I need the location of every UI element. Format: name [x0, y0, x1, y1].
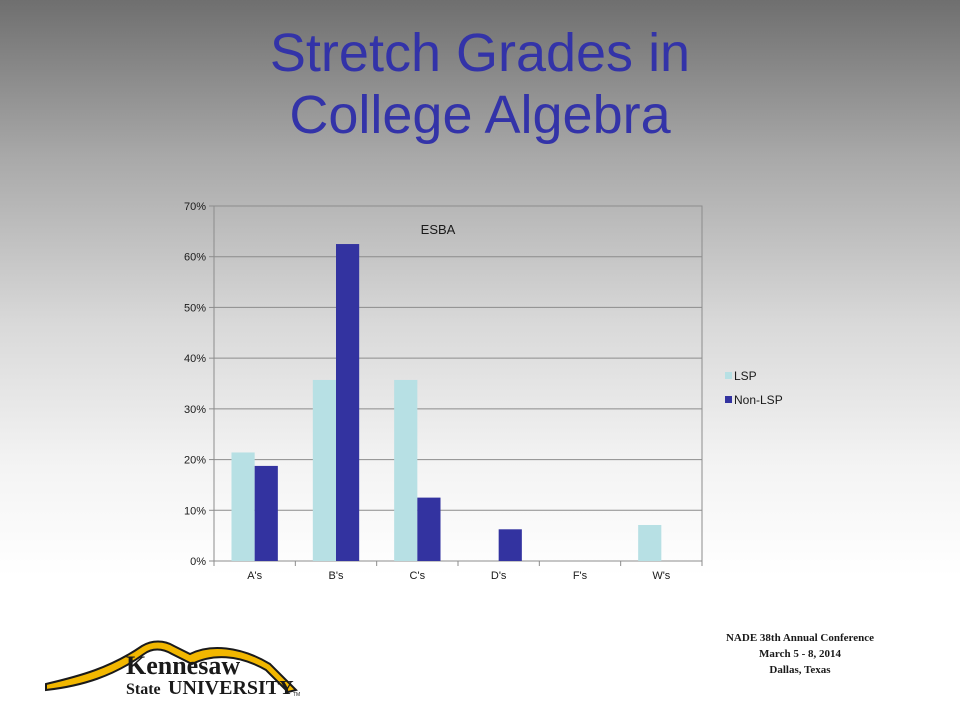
legend-label: LSP	[734, 369, 757, 383]
bar-lsp	[638, 524, 662, 561]
conference-dates: March 5 - 8, 2014	[759, 648, 841, 660]
x-tick-label: C's	[410, 570, 426, 582]
logo-swoosh	[45, 640, 298, 694]
conference-name: NADE 38th Annual Conference	[725, 632, 874, 644]
x-tick-label: A's	[247, 570, 262, 582]
y-tick-label: 20%	[184, 455, 206, 467]
legend-label: Non-LSP	[734, 393, 783, 407]
bar-lsp	[394, 379, 418, 561]
x-tick-label: B's	[329, 570, 344, 582]
bar-non-lsp	[254, 465, 278, 561]
chart-title: ESBA	[421, 222, 456, 237]
chart-gridlines	[213, 205, 703, 562]
logo-word-university: UNIVERSITY	[168, 677, 294, 699]
y-tick-label: 30%	[184, 404, 206, 416]
bar-non-lsp	[336, 244, 360, 562]
y-tick-label: 60%	[184, 252, 206, 264]
x-tick-label: F's	[573, 570, 588, 582]
logo-word-kennesaw: Kennesaw	[126, 651, 240, 680]
y-tick-label: 70%	[184, 201, 206, 213]
plot-area-frame	[213, 205, 703, 562]
logo-word-state: State	[126, 681, 161, 698]
y-tick-label: 0%	[190, 556, 206, 568]
slide-title-line2: College Algebra	[289, 85, 671, 145]
slide-title: Stretch Grades in College Algebra	[150, 22, 810, 146]
bar-non-lsp	[498, 529, 522, 561]
slide-title-line1: Stretch Grades in	[269, 23, 691, 83]
bar-non-lsp	[417, 497, 441, 561]
legend-swatch	[725, 396, 732, 403]
chart-legend: LSP Non-LSP	[725, 369, 783, 407]
chart-axes: 0% 10% 20% 30% 40% 50% 60% 70% A's B's C's D's F's W'…	[184, 201, 703, 582]
y-tick-label: 10%	[184, 505, 206, 517]
x-tick-label: D's	[491, 570, 507, 582]
conference-location: Dallas, Texas	[769, 664, 831, 676]
bar-lsp	[231, 452, 255, 561]
conference-footer: NADE 38th Annual Conference March 5 - 8,…	[680, 630, 920, 678]
y-tick-label: 40%	[184, 353, 206, 365]
bar-lsp	[312, 379, 336, 561]
x-tick-label: W's	[652, 570, 670, 582]
kennesaw-state-logo: Kennesaw State UNIVERSITY TM	[45, 640, 300, 699]
chart-bars	[231, 244, 662, 562]
logo-trademark: TM	[293, 692, 300, 698]
legend-swatch	[725, 372, 732, 379]
y-tick-label: 50%	[184, 302, 206, 314]
